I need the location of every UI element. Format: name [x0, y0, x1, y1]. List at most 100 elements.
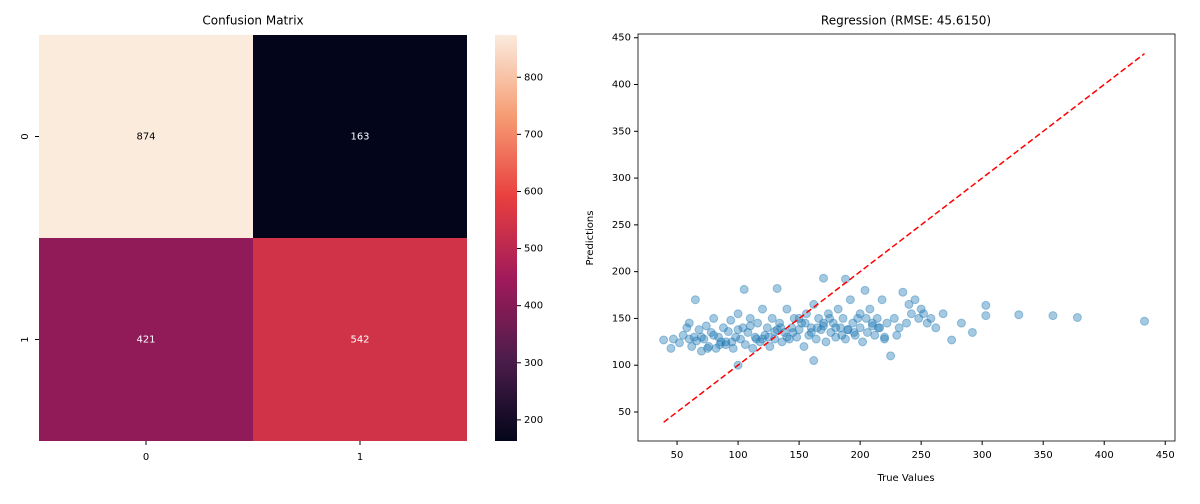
- scatter-point: [727, 337, 737, 347]
- heatmap-cell: [39, 238, 253, 441]
- scatter-point: [821, 337, 831, 347]
- scatter-point: [849, 327, 859, 337]
- scatter-point: [870, 330, 880, 340]
- scatter-point: [828, 318, 838, 328]
- scatter-point: [809, 356, 819, 366]
- scatter-point: [1048, 311, 1058, 321]
- scatter-point: [910, 295, 920, 305]
- scatter-point: [777, 337, 787, 347]
- scatter-point: [704, 342, 714, 352]
- scatter-point: [689, 332, 699, 342]
- y-tick-label: 150: [612, 313, 631, 324]
- cell-label: 542: [350, 335, 369, 346]
- colorbar-tick-label: 300: [524, 358, 543, 369]
- scatter-point: [816, 325, 826, 335]
- cell-label: 163: [350, 132, 369, 143]
- scatter-point: [926, 313, 936, 323]
- scatter-point: [931, 323, 941, 333]
- scatter-point: [902, 318, 911, 328]
- scatter-point: [806, 323, 816, 333]
- scatter-point: [738, 323, 748, 333]
- y-tick-label: 350: [612, 126, 631, 137]
- scatter-point: [797, 318, 807, 328]
- scatter-point: [750, 332, 760, 342]
- scatter-point: [726, 315, 736, 325]
- heatmap-cell: [39, 35, 253, 238]
- scatter-point: [819, 321, 829, 331]
- scatter-point: [853, 313, 863, 323]
- scatter-point: [922, 318, 932, 328]
- scatter-point: [858, 337, 868, 347]
- plot-frame: [637, 33, 1176, 442]
- scatter-point: [687, 342, 697, 352]
- heatmap-cell: [253, 35, 467, 238]
- scatter-point: [880, 332, 890, 342]
- scatter-point: [674, 338, 684, 348]
- scatter-point: [862, 327, 872, 337]
- scatter-point: [690, 295, 700, 305]
- scatter-point: [877, 295, 887, 305]
- scatter-point: [716, 337, 726, 347]
- scatter-point: [740, 340, 750, 350]
- scatter-point: [765, 342, 775, 352]
- scatter-point: [776, 323, 786, 333]
- scatter-point: [819, 273, 829, 283]
- scatter-point: [843, 325, 853, 335]
- scatter-point: [833, 304, 843, 314]
- scatter-point: [1014, 310, 1024, 320]
- scatter-point: [794, 325, 804, 335]
- y-tick-label: 0: [20, 133, 31, 139]
- scatter-point: [770, 334, 780, 344]
- scatter-point: [848, 318, 858, 328]
- scatter-point: [775, 318, 785, 328]
- x-tick-label: 200: [851, 450, 870, 461]
- scatter-point: [757, 334, 767, 344]
- colorbar-tick-label: 500: [524, 244, 543, 255]
- scatter-point: [967, 327, 977, 337]
- colorbar-tick-label: 200: [524, 415, 543, 426]
- scatter-point: [767, 313, 777, 323]
- scatter-point: [914, 313, 924, 323]
- scatter-point: [919, 309, 929, 319]
- scatter-point: [745, 321, 755, 331]
- scatter-point: [659, 335, 669, 345]
- scatter-point: [947, 335, 957, 345]
- x-tick-label: 400: [1095, 450, 1114, 461]
- scatter-point: [904, 299, 914, 309]
- scatter-title: Regression (RMSE: 45.6150): [821, 14, 991, 28]
- scatter-point: [865, 304, 875, 314]
- scatter-point: [762, 323, 772, 333]
- scatter-point: [875, 323, 885, 333]
- scatter-point: [782, 304, 792, 314]
- colorbar-tick-label: 700: [524, 129, 543, 140]
- scatter-point: [840, 334, 850, 344]
- identity-line: [663, 53, 1145, 423]
- scatter-point: [845, 295, 855, 305]
- scatter-point: [1139, 316, 1149, 326]
- scatter-point: [709, 330, 719, 340]
- x-axis-label: True Values: [876, 473, 934, 484]
- scatter-point: [804, 330, 814, 340]
- scatter-point: [728, 343, 738, 353]
- scatter-point: [772, 325, 782, 335]
- scatter-point: [826, 327, 836, 337]
- scatter-point: [811, 334, 821, 344]
- scatter-point: [843, 325, 853, 335]
- colorbar-tick-label: 800: [524, 72, 543, 83]
- heatmap-title: Confusion Matrix: [202, 14, 303, 28]
- scatter-point: [825, 313, 835, 323]
- scatter-point: [812, 323, 822, 333]
- scatter-point: [751, 334, 761, 344]
- scatter-point: [736, 334, 746, 344]
- scatter-point: [882, 318, 892, 328]
- scatter-point: [715, 340, 725, 350]
- scatter-point: [696, 346, 706, 356]
- y-tick-label: 50: [618, 407, 631, 418]
- scatter-point: [831, 323, 841, 333]
- scatter-point: [721, 337, 731, 347]
- cell-label: 874: [136, 132, 155, 143]
- scatter-point: [819, 318, 829, 328]
- scatter-point: [867, 321, 877, 331]
- x-tick-label: 150: [790, 450, 809, 461]
- scatter-point: [889, 313, 899, 323]
